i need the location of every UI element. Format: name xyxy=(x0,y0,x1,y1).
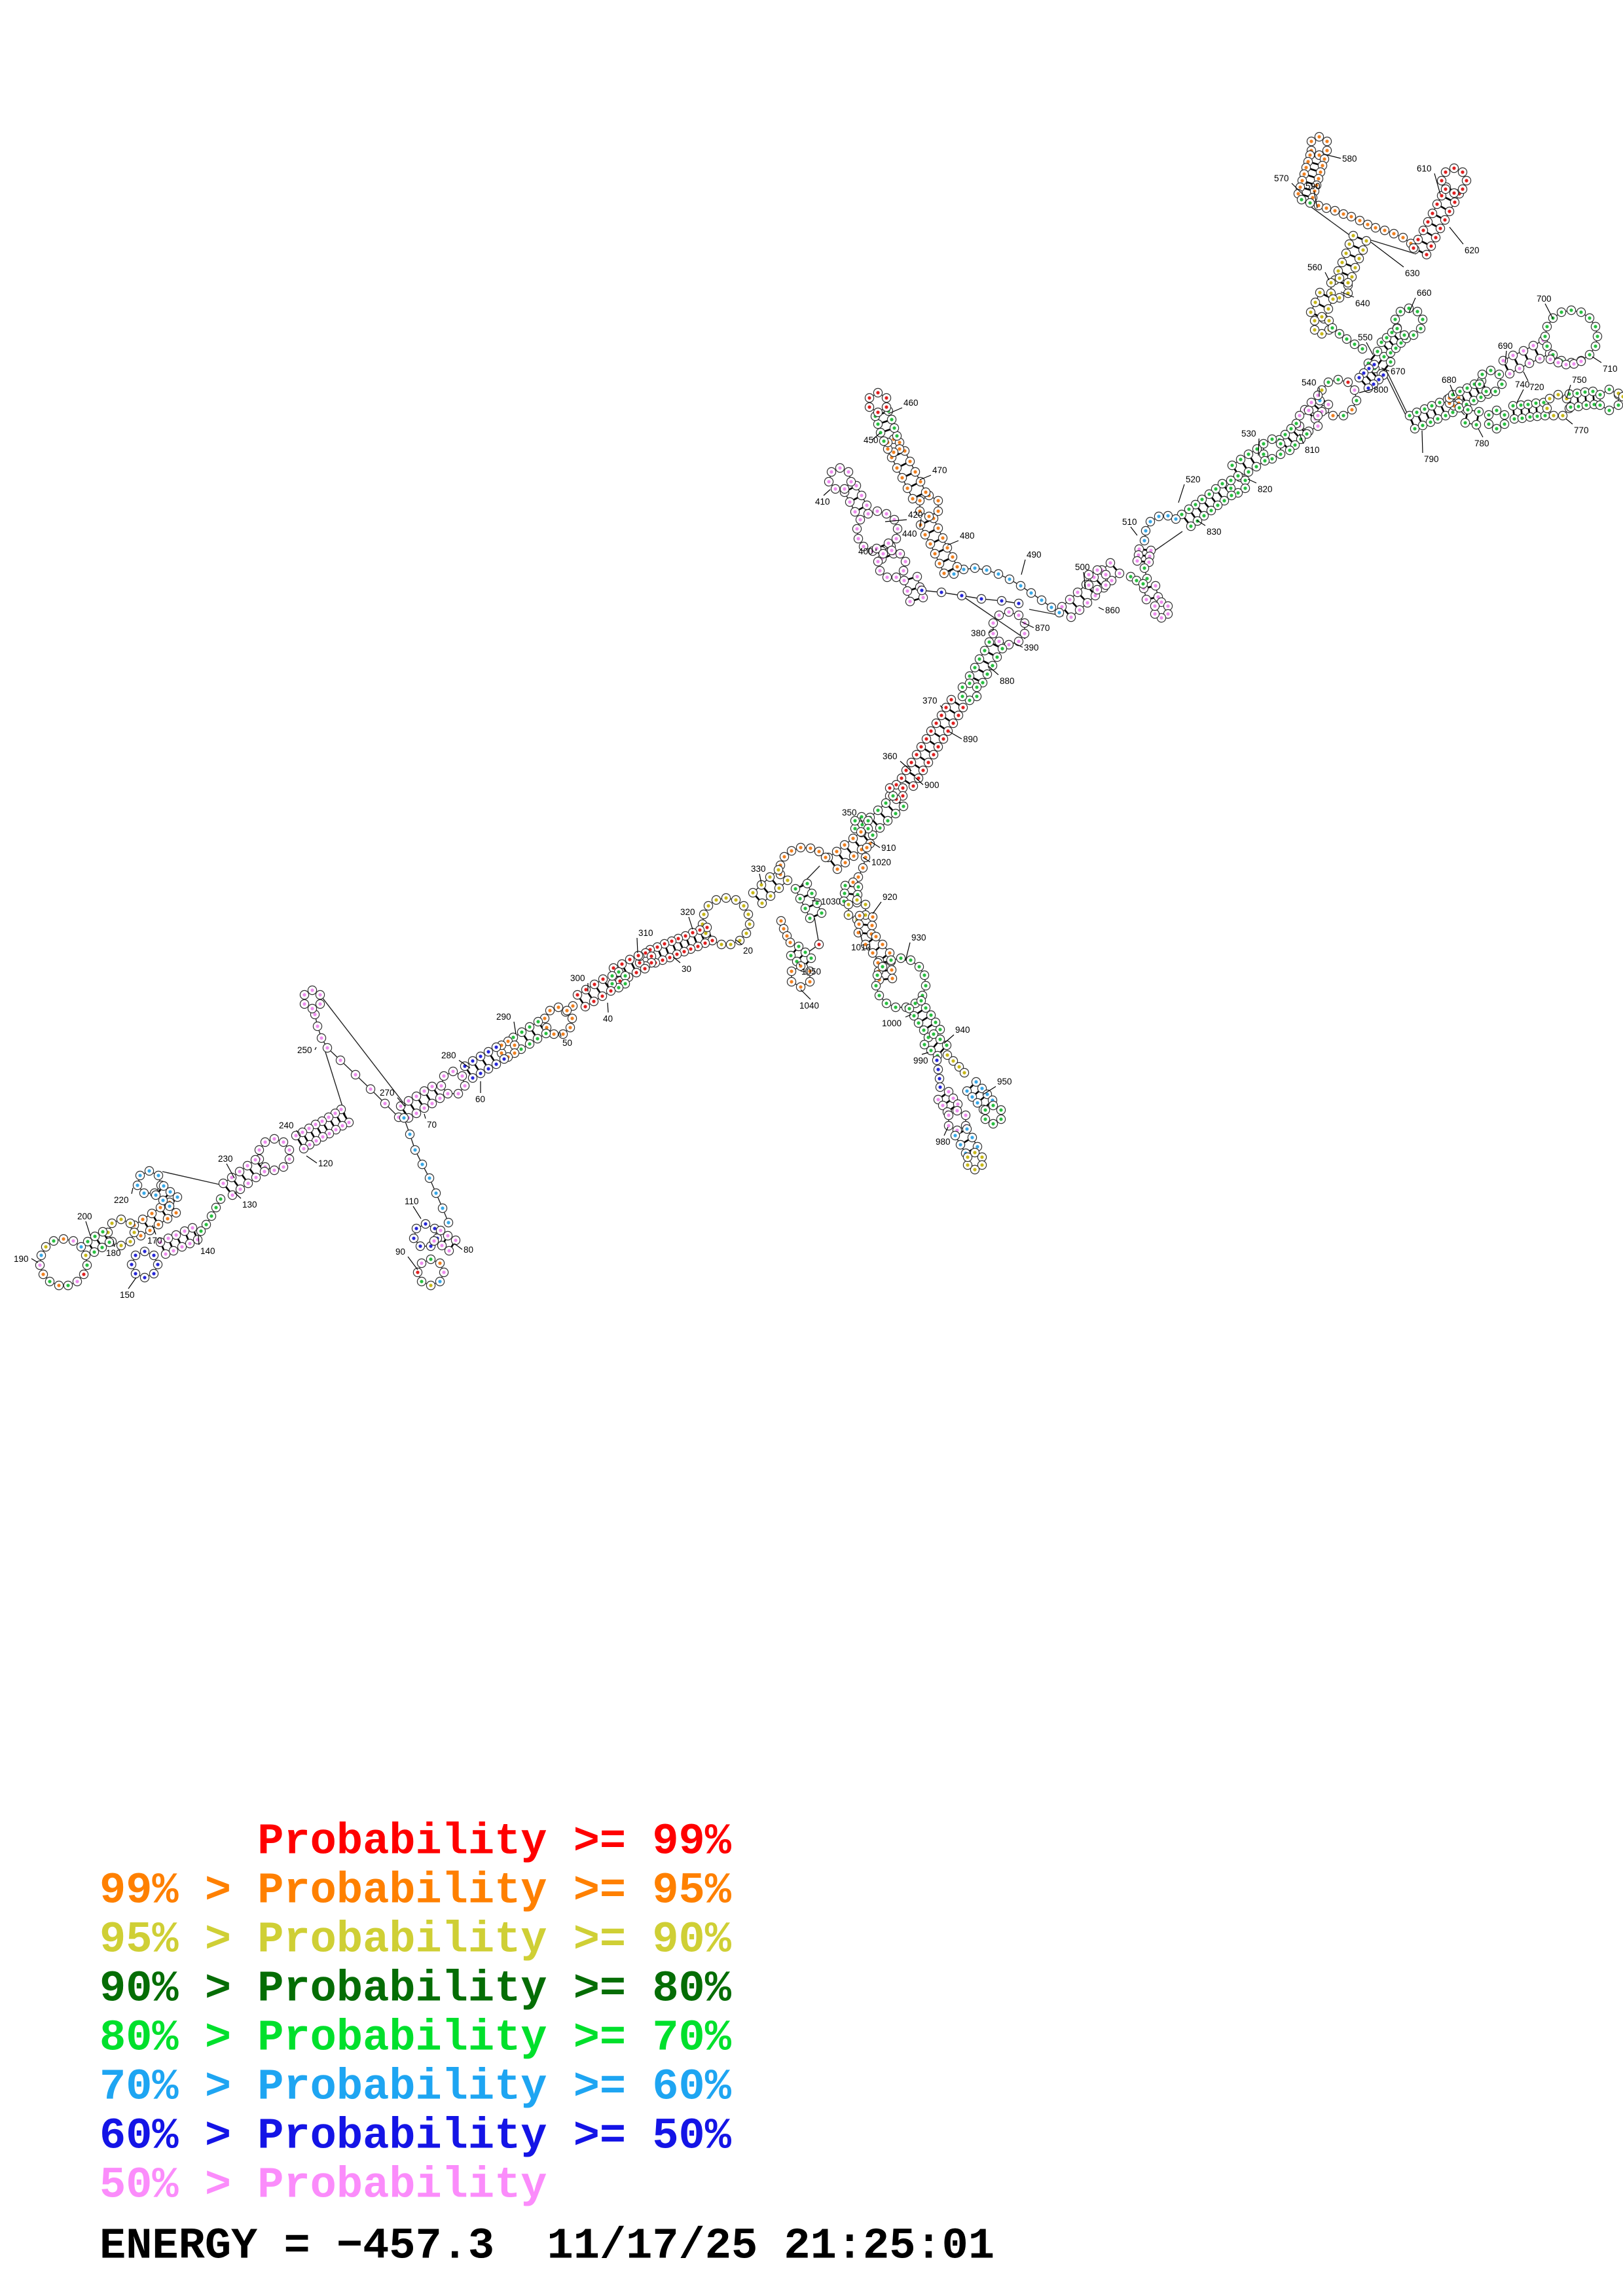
svg-text:250: 250 xyxy=(297,1045,312,1055)
svg-text:300: 300 xyxy=(570,973,585,983)
svg-text:570: 570 xyxy=(1274,173,1289,183)
svg-text:280: 280 xyxy=(441,1050,456,1060)
svg-text:680: 680 xyxy=(1442,375,1457,385)
svg-text:180: 180 xyxy=(106,1248,121,1258)
svg-text:130: 130 xyxy=(242,1200,257,1210)
svg-text:220: 220 xyxy=(114,1195,129,1205)
svg-text:540: 540 xyxy=(1302,378,1317,387)
svg-text:1010: 1010 xyxy=(851,942,871,952)
svg-text:70: 70 xyxy=(427,1120,437,1130)
svg-text:620: 620 xyxy=(1465,245,1480,255)
svg-text:870: 870 xyxy=(1035,623,1050,633)
svg-text:590: 590 xyxy=(1305,181,1321,191)
svg-text:950: 950 xyxy=(997,1077,1012,1086)
svg-text:60: 60 xyxy=(475,1094,485,1104)
svg-text:380: 380 xyxy=(971,628,986,638)
svg-text:350: 350 xyxy=(842,808,857,817)
svg-text:320: 320 xyxy=(680,907,695,917)
svg-text:50: 50 xyxy=(562,1038,572,1048)
svg-text:1020: 1020 xyxy=(871,857,891,867)
svg-text:120: 120 xyxy=(318,1158,333,1168)
svg-text:310: 310 xyxy=(638,928,653,938)
svg-text:550: 550 xyxy=(1358,332,1373,342)
svg-text:830: 830 xyxy=(1207,527,1222,537)
svg-text:580: 580 xyxy=(1342,154,1357,164)
svg-text:980: 980 xyxy=(936,1137,951,1147)
svg-text:80: 80 xyxy=(464,1245,473,1255)
svg-text:530: 530 xyxy=(1241,429,1256,439)
svg-text:670: 670 xyxy=(1391,367,1406,376)
svg-text:170: 170 xyxy=(147,1236,162,1246)
svg-text:470: 470 xyxy=(932,465,947,475)
svg-text:770: 770 xyxy=(1574,425,1589,435)
svg-text:30: 30 xyxy=(682,964,691,974)
svg-text:360: 360 xyxy=(883,751,898,761)
svg-text:660: 660 xyxy=(1417,288,1432,298)
svg-text:1040: 1040 xyxy=(799,1001,819,1011)
svg-text:990: 990 xyxy=(913,1056,928,1066)
svg-text:140: 140 xyxy=(200,1246,215,1256)
svg-text:930: 930 xyxy=(911,933,926,942)
svg-text:270: 270 xyxy=(380,1088,395,1098)
svg-text:740: 740 xyxy=(1515,380,1530,389)
svg-text:490: 490 xyxy=(1027,550,1042,560)
svg-text:520: 520 xyxy=(1186,475,1201,484)
svg-text:720: 720 xyxy=(1529,382,1544,392)
svg-text:690: 690 xyxy=(1498,341,1513,351)
svg-text:200: 200 xyxy=(77,1211,92,1221)
svg-text:290: 290 xyxy=(496,1012,511,1022)
svg-text:420: 420 xyxy=(908,510,923,520)
svg-text:750: 750 xyxy=(1572,375,1587,385)
svg-text:790: 790 xyxy=(1424,454,1439,464)
svg-text:710: 710 xyxy=(1603,364,1618,374)
svg-text:800: 800 xyxy=(1374,385,1389,395)
svg-text:640: 640 xyxy=(1355,298,1370,308)
svg-text:460: 460 xyxy=(903,398,919,408)
svg-text:240: 240 xyxy=(279,1121,294,1130)
svg-text:400: 400 xyxy=(858,547,873,556)
svg-text:230: 230 xyxy=(218,1154,233,1164)
svg-text:190: 190 xyxy=(14,1254,29,1264)
svg-text:860: 860 xyxy=(1105,605,1120,615)
svg-text:920: 920 xyxy=(883,892,898,902)
svg-text:890: 890 xyxy=(963,734,978,744)
svg-text:900: 900 xyxy=(924,780,939,790)
svg-text:910: 910 xyxy=(881,843,896,853)
svg-text:510: 510 xyxy=(1122,517,1137,527)
svg-text:450: 450 xyxy=(864,435,879,445)
svg-text:500: 500 xyxy=(1075,562,1090,572)
svg-text:20: 20 xyxy=(743,946,753,956)
svg-text:90: 90 xyxy=(395,1247,405,1257)
svg-text:610: 610 xyxy=(1417,164,1432,173)
svg-text:1030: 1030 xyxy=(821,897,841,906)
svg-text:150: 150 xyxy=(120,1290,135,1300)
svg-text:700: 700 xyxy=(1537,294,1552,304)
svg-text:630: 630 xyxy=(1405,268,1420,278)
svg-text:820: 820 xyxy=(1258,484,1273,494)
svg-text:110: 110 xyxy=(405,1196,419,1206)
svg-text:940: 940 xyxy=(955,1025,970,1035)
svg-text:40: 40 xyxy=(603,1014,613,1024)
svg-text:370: 370 xyxy=(922,696,938,706)
svg-text:480: 480 xyxy=(960,531,975,541)
svg-text:330: 330 xyxy=(751,864,766,874)
svg-text:390: 390 xyxy=(1024,643,1039,653)
svg-text:410: 410 xyxy=(815,497,830,507)
svg-text:1000: 1000 xyxy=(882,1018,902,1028)
svg-text:1050: 1050 xyxy=(801,967,821,977)
svg-text:440: 440 xyxy=(902,529,917,539)
svg-text:880: 880 xyxy=(1000,676,1015,686)
svg-text:810: 810 xyxy=(1305,445,1320,455)
svg-text:560: 560 xyxy=(1307,262,1322,272)
svg-text:780: 780 xyxy=(1474,439,1489,448)
